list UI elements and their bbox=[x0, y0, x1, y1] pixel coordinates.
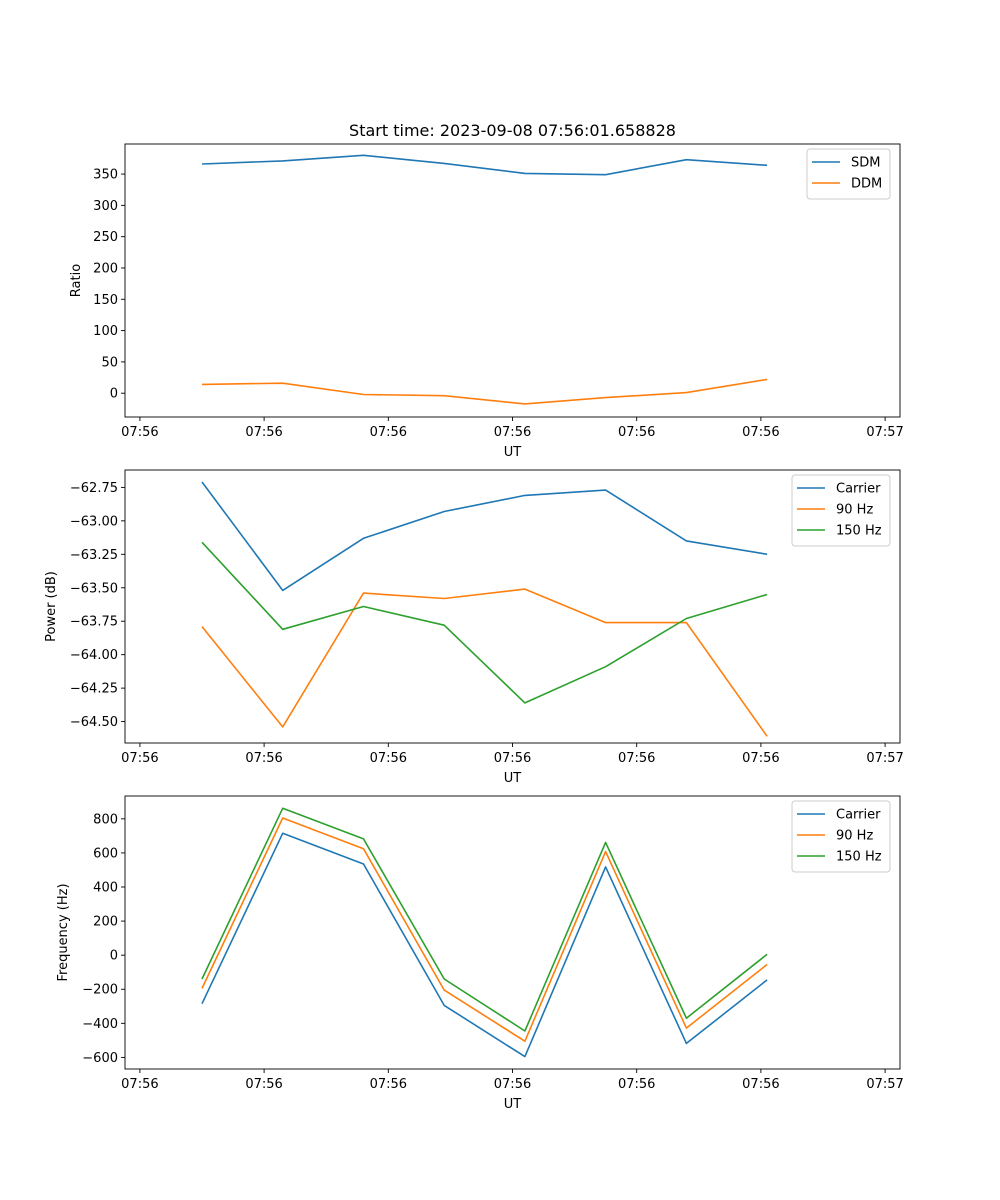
frequency-panel-series-90-hz-line bbox=[201, 817, 768, 1042]
ratio-panel-xlabel: UT bbox=[504, 445, 522, 460]
frequency-panel-legend-label-carrier: Carrier bbox=[836, 808, 881, 823]
frequency-panel-xtick-label: 07:56 bbox=[245, 1077, 282, 1092]
power-panel-ytick-label: −64.50 bbox=[70, 715, 118, 730]
frequency-panel-series-carrier-line bbox=[201, 832, 768, 1058]
power-panel-legend-label-150-hz: 150 Hz bbox=[836, 524, 882, 539]
ratio-panel-ytick-label: 0 bbox=[110, 387, 118, 402]
ratio-panel-xtick-label: 07:57 bbox=[866, 425, 903, 440]
ratio-panel-legend-label-ddm: DDM bbox=[851, 177, 882, 192]
frequency-panel-legend-label-150-hz: 150 Hz bbox=[836, 850, 882, 865]
power-panel-ytick-label: −64.00 bbox=[70, 648, 118, 663]
ratio-panel-legend-label-sdm: SDM bbox=[851, 156, 880, 171]
frequency-panel-ytick-label: 200 bbox=[93, 915, 118, 930]
power-panel-ytick-label: −62.75 bbox=[70, 481, 118, 496]
ratio-panel-xtick-label: 07:56 bbox=[618, 425, 655, 440]
frequency-panel-legend-label-90-hz: 90 Hz bbox=[836, 829, 873, 844]
frequency-panel-xtick-label: 07:56 bbox=[618, 1077, 655, 1092]
frequency-panel-ytick-label: 800 bbox=[93, 812, 118, 827]
power-panel-xtick-label: 07:56 bbox=[245, 751, 282, 766]
ratio-panel-ytick-label: 50 bbox=[101, 355, 118, 370]
power-panel-legend-label-90-hz: 90 Hz bbox=[836, 503, 873, 518]
power-panel-xtick-label: 07:56 bbox=[121, 751, 158, 766]
power-panel-legend-box bbox=[791, 474, 891, 547]
ratio-panel-ytick-label: 200 bbox=[93, 261, 118, 276]
power-panel-ytick-label: −63.00 bbox=[70, 514, 118, 529]
frequency-panel-xtick-label: 07:56 bbox=[494, 1077, 531, 1092]
ratio-panel-ylabel: Ratio bbox=[69, 264, 84, 297]
frequency-panel-ytick-label: −200 bbox=[82, 983, 118, 998]
power-panel: Power (dB) UT −64.50 −64.25 −64.00 −63.75 −6… bbox=[44, 469, 904, 786]
power-panel-series-90-hz-line bbox=[201, 588, 768, 737]
frequency-panel-legend: Carrier 90 Hz 150 Hz bbox=[791, 800, 891, 873]
frequency-panel-ylabel: Frequency (Hz) bbox=[56, 883, 71, 981]
ratio-panel-xtick-label: 07:56 bbox=[121, 425, 158, 440]
ratio-panel-ytick-label: 150 bbox=[93, 293, 118, 308]
frequency-panel: Frequency (Hz) UT −600 −400 −200 0 200 400 600… bbox=[56, 795, 904, 1112]
frequency-panel-xtick-label: 07:56 bbox=[370, 1077, 407, 1092]
ratio-panel: Ratio UT 0 50 100 150 200 250 300 350 07:56 07:56… bbox=[69, 143, 904, 460]
frequency-panel-xlabel: UT bbox=[504, 1097, 522, 1112]
frequency-panel-series-150-hz-line bbox=[201, 807, 768, 1032]
power-panel-xtick-label: 07:56 bbox=[370, 751, 407, 766]
power-panel-legend-label-carrier: Carrier bbox=[836, 482, 881, 497]
ratio-panel-xtick-label: 07:56 bbox=[494, 425, 531, 440]
power-panel-ytick-label: −63.50 bbox=[70, 581, 118, 596]
frequency-panel-xtick-label: 07:56 bbox=[121, 1077, 158, 1092]
frequency-panel-xtick-label: 07:56 bbox=[742, 1077, 779, 1092]
frequency-panel-ytick-label: 400 bbox=[93, 881, 118, 896]
ratio-panel-ytick-label: 100 bbox=[93, 324, 118, 339]
ratio-panel-xtick-label: 07:56 bbox=[742, 425, 779, 440]
ratio-panel-legend: SDM DDM bbox=[806, 148, 891, 200]
figure-title: Start time: 2023-09-08 07:56:01.658828 bbox=[349, 121, 676, 140]
frequency-panel-ytick-label: 0 bbox=[110, 949, 118, 964]
frequency-panel-legend-box bbox=[791, 800, 891, 873]
frequency-panel-ytick-label: 600 bbox=[93, 846, 118, 861]
ratio-panel-ytick-label: 350 bbox=[93, 168, 118, 183]
frequency-panel-ytick-label: −600 bbox=[82, 1051, 118, 1066]
power-panel-xlabel: UT bbox=[504, 771, 522, 786]
power-panel-xtick-label: 07:56 bbox=[618, 751, 655, 766]
frequency-panel-xtick-label: 07:57 bbox=[866, 1077, 903, 1092]
power-panel-xtick-label: 07:57 bbox=[866, 751, 903, 766]
power-panel-legend: Carrier 90 Hz 150 Hz bbox=[791, 474, 891, 547]
power-panel-xtick-label: 07:56 bbox=[494, 751, 531, 766]
power-panel-ytick-label: −63.75 bbox=[70, 615, 118, 630]
power-panel-ylabel: Power (dB) bbox=[44, 571, 59, 642]
power-panel-series-carrier-line bbox=[201, 481, 768, 592]
ratio-panel-ytick-label: 250 bbox=[93, 230, 118, 245]
power-panel-xtick-label: 07:56 bbox=[742, 751, 779, 766]
ratio-panel-series-ddm-line bbox=[201, 378, 768, 405]
power-panel-ytick-label: −63.25 bbox=[70, 548, 118, 563]
ratio-panel-xtick-label: 07:56 bbox=[370, 425, 407, 440]
power-panel-ytick-label: −64.25 bbox=[70, 682, 118, 697]
power-panel-series-150-hz-line bbox=[201, 541, 768, 704]
ratio-panel-ytick-label: 300 bbox=[93, 199, 118, 214]
ratio-panel-xtick-label: 07:56 bbox=[245, 425, 282, 440]
ratio-panel-series-sdm-line bbox=[201, 154, 768, 176]
frequency-panel-ytick-label: −400 bbox=[82, 1017, 118, 1032]
